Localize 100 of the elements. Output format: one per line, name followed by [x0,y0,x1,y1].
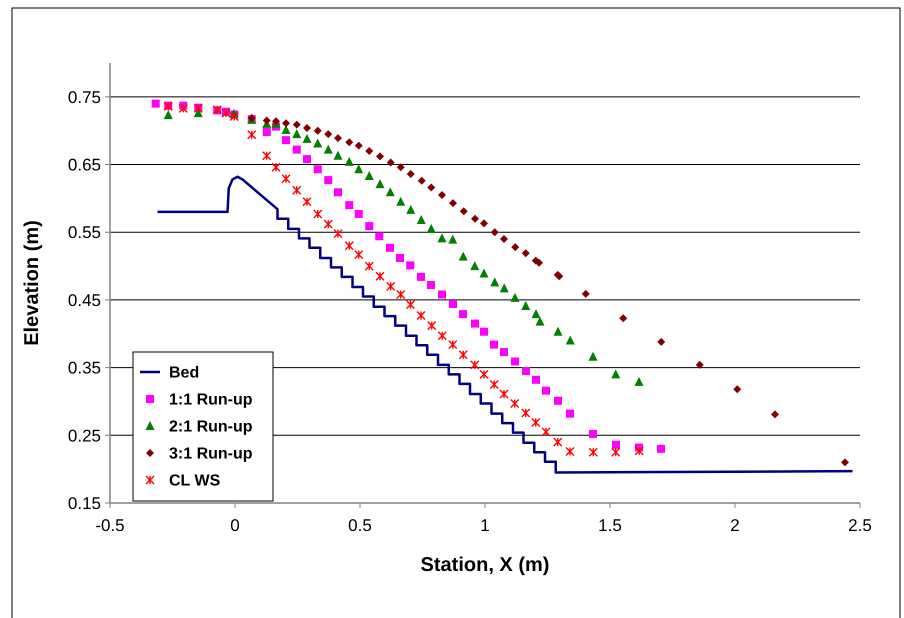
point [448,234,458,244]
point [480,219,488,228]
point [344,156,354,166]
point [612,440,620,449]
point [521,301,530,310]
point [553,437,562,447]
x-tick-label: 0.5 [348,516,372,535]
point [459,310,467,318]
point [471,320,479,328]
point [427,320,436,330]
point [406,170,415,178]
point [376,179,384,188]
point [511,358,519,366]
point [364,171,374,180]
point [500,235,508,243]
point [589,430,597,438]
point [470,261,480,270]
point [292,146,301,154]
point [324,219,333,229]
y-tick-label: 0.15 [68,494,101,513]
point [458,350,468,360]
x-axis-title: Station, X (m) [420,554,550,576]
point [375,272,385,281]
legend-label: Bed [169,364,200,382]
point [449,199,457,208]
y-tick-label: 0.55 [68,223,101,242]
point [416,215,426,224]
point [417,272,425,281]
point [582,290,590,298]
point [470,360,480,370]
point [733,385,742,394]
point [771,410,779,418]
point [532,309,540,318]
point [634,446,644,456]
point [449,300,457,308]
point [386,244,394,252]
point [396,163,405,172]
x-tick-label: 0 [230,516,240,535]
point [354,164,364,174]
point [314,126,322,135]
point [480,328,488,336]
point [490,340,498,349]
point [541,427,551,437]
point [657,338,666,346]
point [292,186,302,195]
point [262,151,272,160]
point [247,130,256,140]
point [333,228,343,238]
y-tick-label: 0.25 [68,426,101,446]
point [634,376,644,386]
point [611,369,620,378]
y-tick-label: 0.65 [68,155,101,174]
line-series [156,175,854,474]
point [344,241,354,250]
point [406,261,414,270]
point [448,340,458,350]
point [271,162,281,172]
point [438,331,447,340]
point [531,418,540,428]
point [292,120,301,129]
point [522,367,530,375]
legend-label: 2:1 Run-up [169,418,253,436]
point [164,110,173,120]
point [282,136,290,144]
point [303,155,311,164]
point [303,124,311,132]
point [292,129,302,138]
point [565,446,575,456]
point [230,112,239,122]
point [619,314,628,322]
point [511,243,520,252]
point [365,222,374,230]
point [314,165,322,174]
y-tick-label: 0.35 [68,358,101,378]
point [611,448,620,457]
point [458,252,468,261]
point [272,117,280,126]
point [313,138,322,148]
point [152,100,160,108]
point [354,142,363,150]
point [588,352,598,361]
legend-label: CL WS [169,472,221,490]
point [324,176,332,184]
point [406,204,416,214]
point [522,249,530,258]
point [364,261,374,271]
point [281,174,291,184]
point [460,207,468,216]
point [262,116,271,125]
point [406,300,416,310]
point [376,152,384,160]
point [302,197,312,206]
y-tick-label: 0.45 [68,290,101,310]
point [354,250,364,260]
point [282,125,290,134]
point [438,191,446,199]
point [510,398,520,408]
point [554,396,562,405]
point [302,134,312,143]
point [427,281,435,290]
